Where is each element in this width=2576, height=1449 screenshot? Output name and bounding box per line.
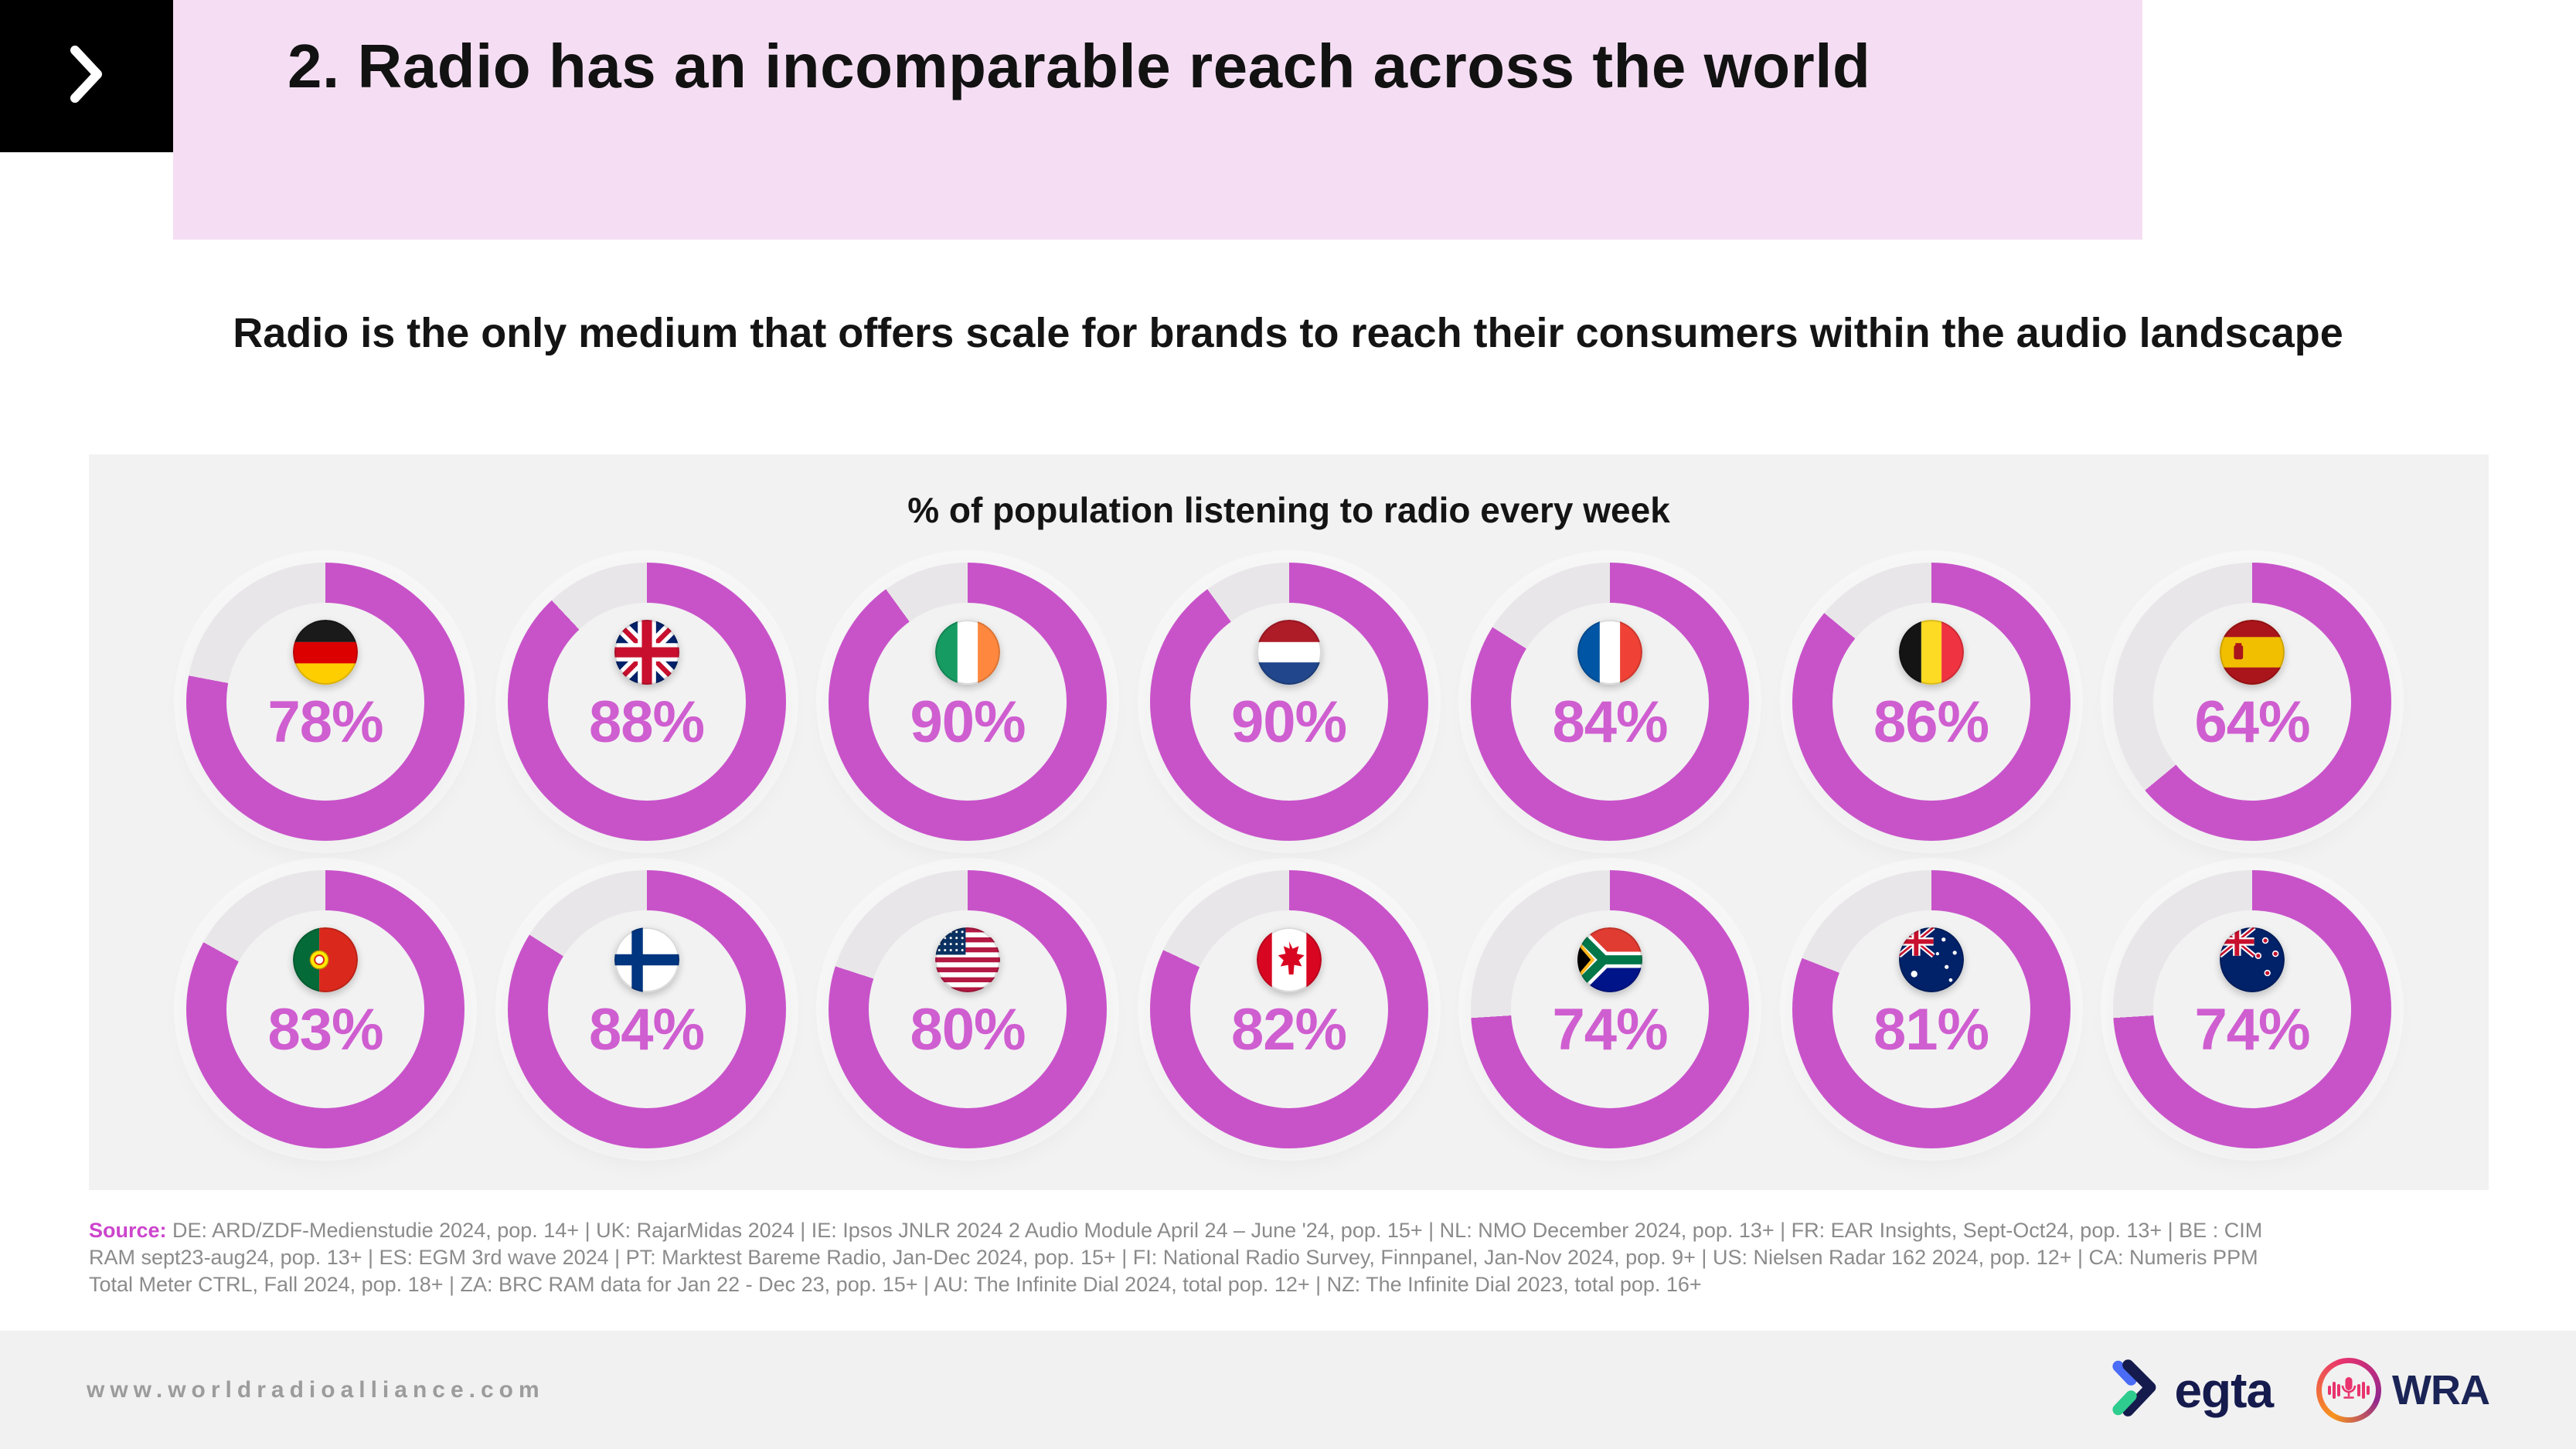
source-note: Source: DE: ARD/ZDF-Medienstudie 2024, p… bbox=[89, 1217, 2493, 1298]
chart-title: % of population listening to radio every… bbox=[907, 490, 1670, 530]
donut-row-1: 78% 88% 90% 90% 84% 86% bbox=[89, 563, 2489, 841]
donut-portugal: 83% bbox=[186, 870, 464, 1148]
percent-value: 84% bbox=[588, 997, 705, 1063]
percent-value: 83% bbox=[267, 997, 383, 1063]
flag-portugal-icon bbox=[293, 927, 358, 992]
donut-germany: 78% bbox=[186, 563, 464, 841]
donut-finland: 84% bbox=[507, 870, 786, 1148]
percent-value: 88% bbox=[588, 689, 705, 755]
source-text: DE: ARD/ZDF-Medienstudie 2024, pop. 14+ … bbox=[89, 1219, 2263, 1296]
flag-australia-icon bbox=[1898, 927, 1964, 992]
flag-germany-icon bbox=[293, 620, 358, 685]
donut-ireland: 90% bbox=[829, 563, 1107, 841]
page-title: 2. Radio has an incomparable reach acros… bbox=[288, 32, 1871, 100]
donut-south-africa: 74% bbox=[1471, 870, 1749, 1148]
wra-wordmark: WRA bbox=[2392, 1366, 2490, 1413]
footer: www.worldradioalliance.com egta bbox=[0, 1331, 2576, 1449]
percent-value: 82% bbox=[1230, 997, 1347, 1063]
percent-value: 81% bbox=[1873, 997, 1989, 1063]
donut-new-zealand: 74% bbox=[2113, 870, 2391, 1148]
percent-value: 84% bbox=[1552, 689, 1668, 755]
flag-united-states-icon bbox=[935, 927, 1000, 992]
percent-value: 78% bbox=[267, 689, 383, 755]
donut-spain: 64% bbox=[2113, 563, 2391, 841]
percent-value: 64% bbox=[2194, 689, 2310, 755]
percent-value: 74% bbox=[1552, 997, 1668, 1063]
flag-spain-icon bbox=[2220, 620, 2285, 685]
source-label: Source: bbox=[89, 1219, 167, 1242]
percent-value: 80% bbox=[910, 997, 1026, 1063]
donut-france: 84% bbox=[1471, 563, 1749, 841]
donut-belgium: 86% bbox=[1792, 563, 2071, 841]
flag-belgium-icon bbox=[1898, 620, 1964, 685]
egta-wordmark: egta bbox=[2174, 1362, 2274, 1418]
donut-united-states: 80% bbox=[829, 870, 1107, 1148]
donut-netherlands: 90% bbox=[1149, 563, 1428, 841]
percent-value: 90% bbox=[1230, 689, 1347, 755]
donut-australia: 81% bbox=[1792, 870, 2071, 1148]
donut-united-kingdom: 88% bbox=[507, 563, 786, 841]
flag-new-zealand-icon bbox=[2220, 927, 2285, 992]
percent-value: 86% bbox=[1873, 689, 1989, 755]
chevron-right-icon bbox=[70, 45, 104, 107]
flag-canada-icon bbox=[1256, 927, 1322, 992]
percent-value: 74% bbox=[2194, 997, 2310, 1063]
flag-south-africa-icon bbox=[1577, 927, 1642, 992]
egta-mark-icon bbox=[2108, 1353, 2169, 1427]
footer-logos: egta bbox=[2108, 1353, 2490, 1427]
chart-panel: % of population listening to radio every… bbox=[89, 454, 2489, 1190]
donut-grid: 78% 88% 90% 90% 84% 86% bbox=[89, 563, 2489, 1148]
percent-value: 90% bbox=[910, 689, 1026, 755]
website-link[interactable]: www.worldradioalliance.com bbox=[87, 1376, 545, 1403]
egta-logo: egta bbox=[2108, 1353, 2274, 1427]
flag-ireland-icon bbox=[935, 620, 1000, 685]
donut-canada: 82% bbox=[1149, 870, 1428, 1148]
wra-microphone-icon bbox=[2316, 1357, 2382, 1423]
flag-netherlands-icon bbox=[1256, 620, 1322, 685]
flag-united-kingdom-icon bbox=[614, 620, 679, 685]
flag-finland-icon bbox=[614, 927, 679, 992]
next-slide-button[interactable] bbox=[0, 0, 173, 152]
donut-row-2: 83% 84% 80% 82% 74% 81% bbox=[89, 870, 2489, 1148]
wra-logo: WRA bbox=[2316, 1357, 2490, 1423]
flag-france-icon bbox=[1577, 620, 1642, 685]
subtitle: Radio is the only medium that offers sca… bbox=[233, 310, 2343, 356]
title-banner: 2. Radio has an incomparable reach acros… bbox=[173, 0, 2142, 240]
